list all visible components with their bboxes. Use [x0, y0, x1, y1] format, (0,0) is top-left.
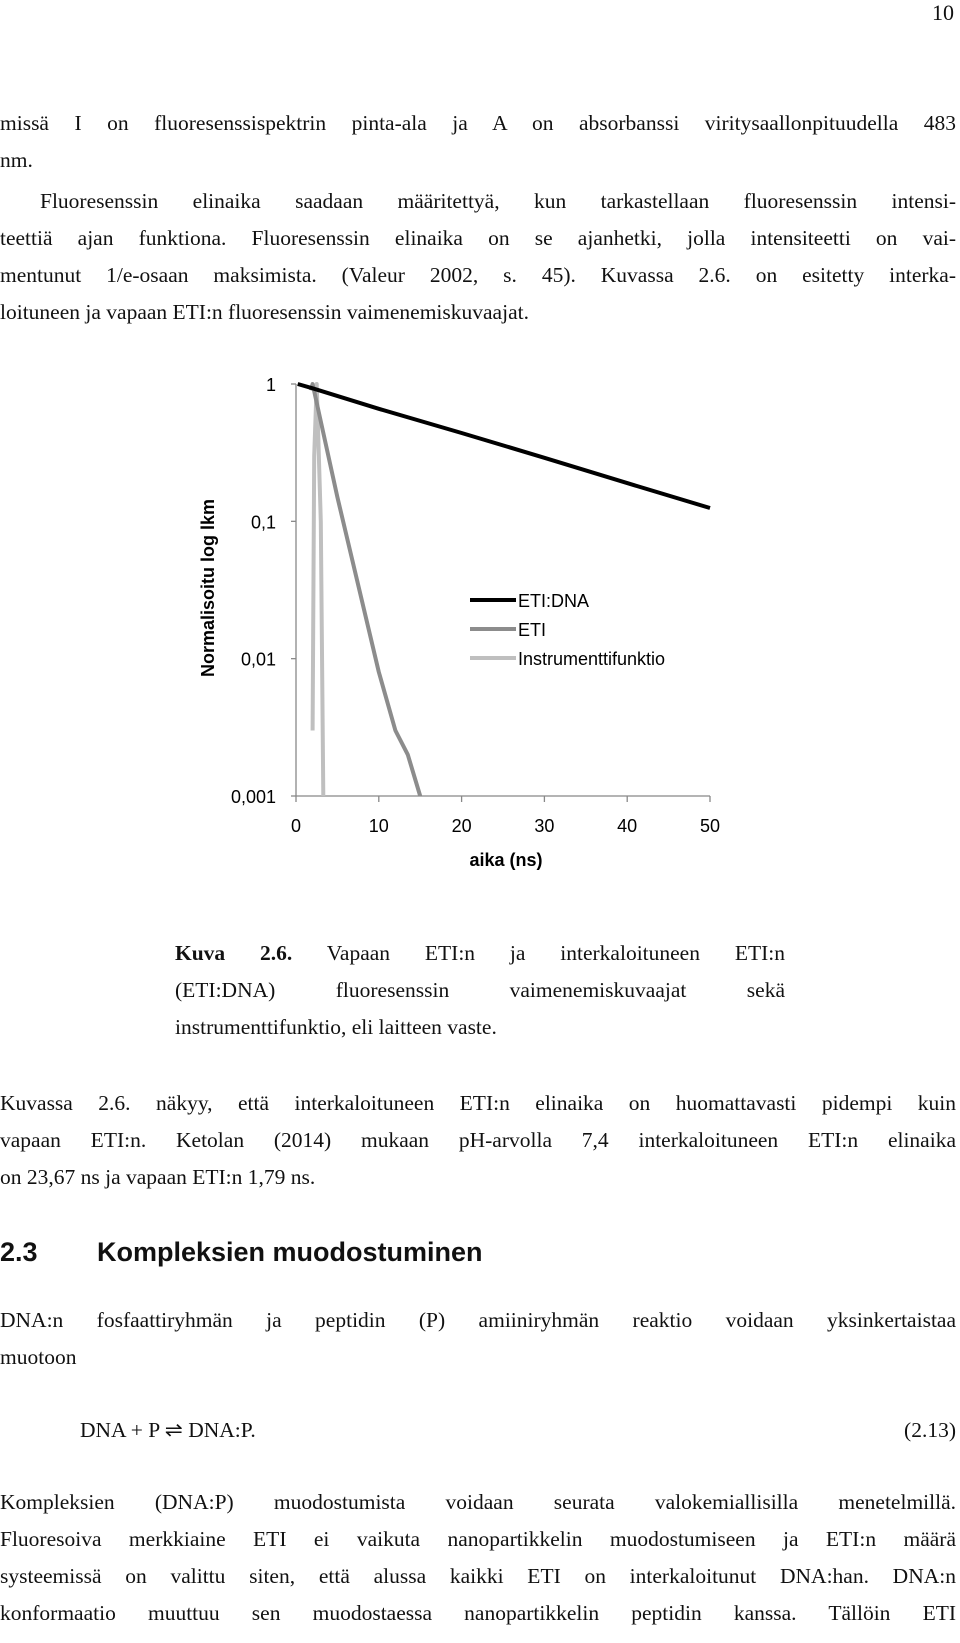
series-line [310, 382, 326, 797]
text-line: vapaan ETI:n. Ketolan (2014) mukaan pH-a… [0, 1128, 956, 1152]
x-tick-label: 0 [291, 816, 301, 836]
page-number: 10 [932, 0, 954, 25]
series-line [308, 382, 423, 797]
text-line: on 23,67 ns ja vapaan ETI:n 1,79 ns. [0, 1165, 316, 1189]
section-number: 2.3 [0, 1237, 38, 1267]
y-tick-label: 0,001 [231, 787, 276, 807]
chart-legend: ETI:DNA ETI Instrumenttifunktio [470, 591, 665, 669]
text-line: Fluoresenssin elinaika saadaan määritett… [40, 189, 956, 213]
text-line: loituneen ja vapaan ETI:n fluoresenssin … [0, 300, 529, 324]
paragraph-5: Kompleksien (DNA:P) muodostumista voidaa… [0, 1484, 956, 1632]
y-axis-label: Normalisoitu log lkm [198, 499, 218, 677]
text-line: mentunut 1/e-osaan maksimista. (Valeur 2… [0, 263, 956, 287]
text-line: konformaatio muuttuu sen muodostaessa na… [0, 1601, 956, 1625]
paragraph-2: Fluoresenssin elinaika saadaan määritett… [0, 183, 956, 331]
text-line: Kuvassa 2.6. näkyy, että interkaloitunee… [0, 1091, 956, 1115]
y-tick-label: 1 [266, 375, 276, 395]
caption-label: Kuva 2.6. [175, 941, 293, 965]
text-line: missä I on fluoresenssispektrin pinta-al… [0, 111, 956, 135]
x-axis-label: aika (ns) [469, 850, 542, 870]
text-line: systeemissä on valittu siten, että aluss… [0, 1564, 956, 1588]
y-tick-label: 0,1 [251, 512, 276, 532]
text-line: muotoon [0, 1345, 77, 1369]
equation-number: (2.13) [904, 1418, 956, 1442]
chart-series [297, 382, 711, 797]
text-line: nm. [0, 148, 33, 172]
x-tick-label: 30 [534, 816, 554, 836]
text-line: teettiä ajan funktiona. Fluoresenssin el… [0, 226, 956, 250]
x-tick-label: 50 [700, 816, 720, 836]
caption-line: instrumenttifunktio, eli laitteen vaste. [175, 1015, 497, 1039]
y-tick-label: 0,01 [241, 650, 276, 670]
paragraph-4: DNA:n fosfaattiryhmän ja peptidin (P) am… [0, 1302, 956, 1376]
chart-axes [291, 383, 711, 802]
legend-label: ETI:DNA [518, 591, 589, 611]
caption-line: (ETI:DNA) fluoresenssin vaimenemiskuvaaj… [175, 978, 785, 1002]
legend-label: Instrumenttifunktio [518, 649, 665, 669]
text-line: Fluoresoiva merkkiaine ETI ei vaikuta na… [0, 1527, 956, 1551]
text-line: Kompleksien (DNA:P) muodostumista voidaa… [0, 1490, 956, 1514]
equation: DNA + P ⇌ DNA:P. [80, 1418, 256, 1442]
section-heading: 2.3 Kompleksien muodostuminen [0, 1237, 483, 1268]
x-tick-label: 20 [452, 816, 472, 836]
caption-text: Vapaan ETI:n ja interkaloituneen ETI:n [326, 941, 785, 965]
text-line: DNA:n fosfaattiryhmän ja peptidin (P) am… [0, 1308, 956, 1332]
x-tick-label: 10 [369, 816, 389, 836]
paragraph-1: missä I on fluoresenssispektrin pinta-al… [0, 105, 956, 179]
series-line [297, 382, 711, 510]
legend-label: ETI [518, 620, 546, 640]
figure-caption: Kuva 2.6. Vapaan ETI:n ja interkaloitune… [175, 935, 785, 1046]
x-tick-label: 40 [617, 816, 637, 836]
caption-line: Kuva 2.6. Vapaan ETI:n ja interkaloitune… [175, 935, 785, 972]
paragraph-3: Kuvassa 2.6. näkyy, että interkaloitunee… [0, 1085, 956, 1196]
section-title: Kompleksien muodostuminen [97, 1237, 483, 1267]
